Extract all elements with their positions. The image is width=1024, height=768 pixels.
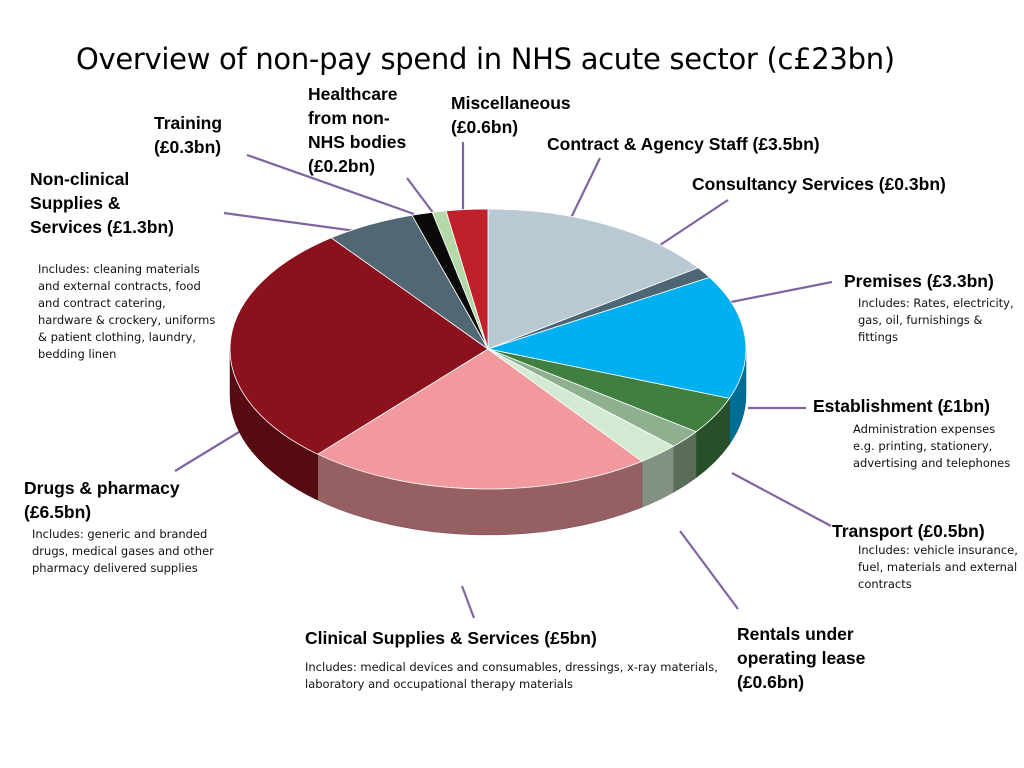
chart-title: Overview of non-pay spend in NHS acute s…	[76, 42, 895, 76]
label-premises: Premises (£3.3bn)	[844, 271, 994, 291]
label-establishment: Establishment (£1bn)	[813, 396, 990, 416]
slice-miscellaneous	[445, 208, 489, 350]
leader-lines	[174, 142, 833, 619]
leader-line-contract-agency-staff	[568, 157, 601, 223]
note-premises: Includes: Rates, electricity, gas, oil, …	[858, 296, 1014, 344]
slice-contract-agency-staff	[487, 208, 699, 350]
leader-line-healthcare-from-non-nhs-bodies	[406, 177, 438, 219]
leader-line-premises	[730, 280, 833, 304]
label-training: Training (£0.3bn)	[154, 113, 223, 157]
note-transport: Includes: vehicle insurance, fuel, mater…	[858, 543, 1018, 591]
label-contract-agency-staff: Contract & Agency Staff (£3.5bn)	[547, 134, 820, 154]
note-clinical-supplies-services: Includes: medical devices and consumable…	[305, 660, 718, 691]
note-non-clinical-supplies-services: Includes: cleaning materials and externa…	[38, 262, 216, 361]
leader-line-drugs-pharmacy	[174, 431, 240, 472]
slice-premises	[486, 276, 747, 399]
leader-line-training	[246, 153, 415, 216]
label-healthcare-from-non-nhs-bodies: Healthcare from non- NHS bodies (£0.2bn)	[308, 84, 407, 176]
label-clinical-supplies-services: Clinical Supplies & Services (£5bn)	[305, 628, 597, 648]
pie-side-walls	[229, 348, 747, 536]
note-drugs-pharmacy: Includes: generic and branded drugs, med…	[32, 527, 214, 575]
label-transport: Transport (£0.5bn)	[832, 521, 985, 541]
leader-line-consultancy-services	[656, 199, 729, 248]
slice-drugs-pharmacy	[229, 237, 489, 455]
leader-line-non-clinical-supplies-services	[223, 211, 364, 234]
leader-line-transport	[731, 472, 832, 527]
leader-line-clinical-supplies-services	[460, 585, 476, 619]
label-drugs-pharmacy: Drugs & pharmacy (£6.5bn)	[24, 478, 180, 522]
label-rentals-under-operating-lease: Rentals under operating lease (£0.6bn)	[737, 624, 866, 692]
label-consultancy-services: Consultancy Services (£0.3bn)	[692, 174, 946, 194]
pie-slices	[229, 208, 747, 490]
label-non-clinical-supplies-services: Non-clinical Supplies & Services (£1.3bn…	[30, 169, 174, 237]
slice-clinical-supplies-services	[316, 348, 643, 490]
label-miscellaneous: Miscellaneous (£0.6bn)	[451, 93, 571, 137]
leader-line-rentals-under-operating-lease	[679, 530, 739, 610]
note-establishment: Administration expenses e.g. printing, s…	[853, 422, 1011, 470]
